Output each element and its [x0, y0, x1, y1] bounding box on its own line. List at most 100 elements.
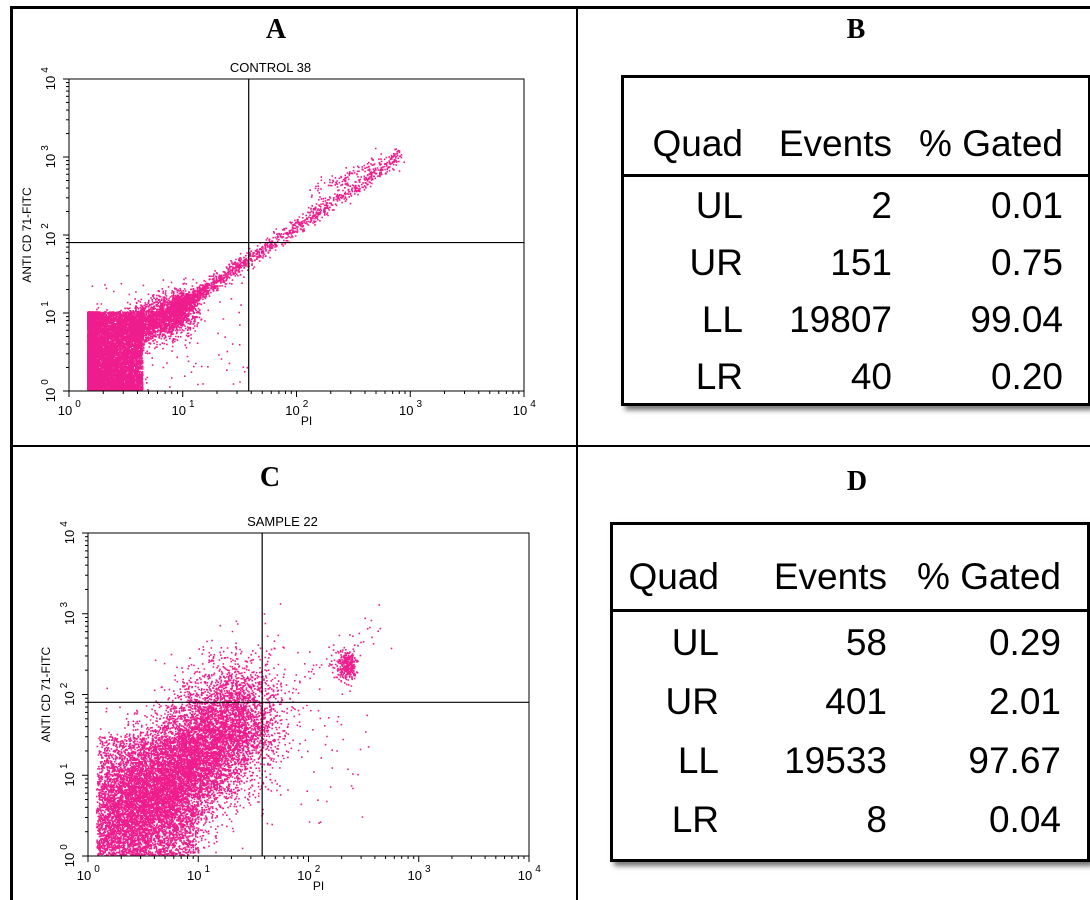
- table-cell: 0.04: [988, 799, 1061, 840]
- y-tick-label: 10: [62, 530, 77, 544]
- table-cell: LR: [671, 799, 719, 840]
- column-header: Quad: [628, 556, 719, 597]
- x-tick-exponent: 2: [315, 864, 321, 875]
- x-tick-label: 10: [513, 403, 527, 418]
- y-axis-label: ANTI CD 71-FITC: [39, 647, 53, 743]
- table-cell: UR: [665, 681, 719, 722]
- y-tick-label: 10: [62, 772, 77, 786]
- table-cell: UR: [689, 242, 743, 283]
- y-tick-exponent: 4: [40, 67, 51, 73]
- table-cell: 8: [866, 799, 887, 840]
- y-tick-label: 10: [43, 388, 58, 402]
- x-tick-exponent: 3: [425, 864, 431, 875]
- panel-label-c: C: [259, 462, 281, 493]
- column-header: Quad: [652, 123, 743, 164]
- event-dots-path: [87, 147, 405, 391]
- panel-label-b: B: [846, 14, 866, 45]
- x-tick-exponent: 3: [416, 399, 422, 410]
- x-tick-exponent: 0: [75, 399, 81, 410]
- panel-label-d: D: [846, 466, 868, 497]
- y-axis-label-group: ANTI CD 71-FITC: [39, 647, 53, 743]
- x-tick-label: 10: [172, 403, 186, 418]
- y-tick-label-group: 10 0: [59, 844, 77, 867]
- table-header: Quad Events % Gated: [624, 124, 1088, 176]
- y-tick-label: 10: [62, 611, 77, 625]
- y-axis-label-group: ANTI CD 71-FITC: [20, 187, 34, 283]
- y-tick-label: 10: [62, 853, 77, 867]
- table-cell: 2: [871, 185, 892, 226]
- y-tick-label-group: 10 2: [59, 682, 77, 705]
- y-axis-label: ANTI CD 71-FITC: [20, 187, 34, 283]
- x-tick-label: 10: [187, 868, 201, 883]
- column-header: Events: [773, 556, 887, 597]
- x-tick-exponent: 0: [94, 864, 100, 875]
- x-tick-label: 10: [58, 403, 72, 418]
- table-cell: 99.04: [970, 299, 1063, 340]
- table-cell: UL: [671, 622, 719, 663]
- y-tick-label-group: 10 4: [40, 67, 58, 90]
- table-cell: LR: [695, 356, 743, 397]
- y-tick-label-group: 10 0: [40, 379, 58, 402]
- panel-label-a: A: [265, 14, 287, 45]
- y-tick-label: 10: [43, 310, 58, 324]
- figure-frame: [10, 6, 1090, 900]
- table-cell: 0.20: [990, 356, 1063, 397]
- x-tick-exponent: 1: [189, 399, 195, 410]
- quadrant-table-sample: Quad Events % Gated UL 58 0.29 UR 401 2.01 LL 1953…: [610, 522, 1090, 862]
- y-tick-exponent: 3: [40, 145, 51, 151]
- y-tick-exponent: 1: [40, 301, 51, 307]
- y-tick-label: 10: [43, 232, 58, 246]
- table-cell: 2.01: [988, 681, 1061, 722]
- y-tick-label: 10: [43, 76, 58, 90]
- table-cell: LL: [677, 740, 719, 781]
- y-tick-exponent: 4: [59, 521, 70, 527]
- y-tick-label-group: 10 1: [40, 301, 58, 324]
- event-dots-path: [96, 603, 393, 856]
- horizontal-divider: [10, 445, 1090, 447]
- y-tick-label-group: 10 2: [40, 223, 58, 246]
- vertical-divider: [576, 6, 578, 900]
- table-cell: UL: [695, 185, 743, 226]
- y-tick-exponent: 1: [59, 763, 70, 769]
- y-tick-label-group: 10 4: [59, 521, 77, 544]
- table-cell: 58: [845, 622, 887, 663]
- column-header: Events: [778, 123, 892, 164]
- x-axis-label: PI: [301, 414, 312, 428]
- plot-title: SAMPLE 22: [247, 514, 318, 529]
- x-tick-exponent: 4: [535, 864, 541, 875]
- quadrant-table-control: Quad Events % Gated UL 2 0.01 UR 151 0.75 LL 19807…: [621, 75, 1090, 406]
- x-tick-label: 10: [518, 868, 532, 883]
- plot-title: CONTROL 38: [230, 60, 311, 75]
- y-tick-label-group: 10 1: [59, 763, 77, 786]
- y-tick-exponent: 0: [40, 379, 51, 385]
- x-axis-label: PI: [313, 879, 324, 893]
- y-tick-label-group: 10 3: [40, 145, 58, 168]
- x-tick-exponent: 4: [530, 399, 536, 410]
- table-cell: 0.29: [988, 622, 1061, 663]
- x-tick-exponent: 2: [303, 399, 309, 410]
- table-header: Quad Events % Gated: [613, 557, 1087, 609]
- y-tick-label-group: 10 3: [59, 602, 77, 625]
- scatter-plot-sample: 10 0 10 1 10 2 10 3 10 4 10 0 10 1 10 2 10 3 10 4 SAMPLE 22 P…: [0, 447, 576, 900]
- x-tick-exponent: 1: [204, 864, 210, 875]
- x-tick-label: 10: [408, 868, 422, 883]
- header-rule: [613, 609, 1087, 612]
- event-dots: [87, 147, 405, 391]
- table-cell: LL: [701, 299, 743, 340]
- table-cell: 401: [825, 681, 887, 722]
- y-tick-exponent: 0: [59, 844, 70, 850]
- y-tick-label: 10: [43, 154, 58, 168]
- table-cell: 0.01: [990, 185, 1063, 226]
- header-rule: [624, 174, 1088, 177]
- table-cell: 19533: [784, 740, 887, 781]
- scatter-plot-control: 10 0 10 1 10 2 10 3 10 4 10 0 10 1 10 2 10 3 10 4 CONTROL 38…: [0, 0, 576, 445]
- y-tick-label: 10: [62, 691, 77, 705]
- x-tick-label: 10: [297, 868, 311, 883]
- y-tick-exponent: 3: [59, 602, 70, 608]
- y-tick-exponent: 2: [40, 223, 51, 229]
- y-tick-exponent: 2: [59, 682, 70, 688]
- table-cell: 0.75: [990, 242, 1063, 283]
